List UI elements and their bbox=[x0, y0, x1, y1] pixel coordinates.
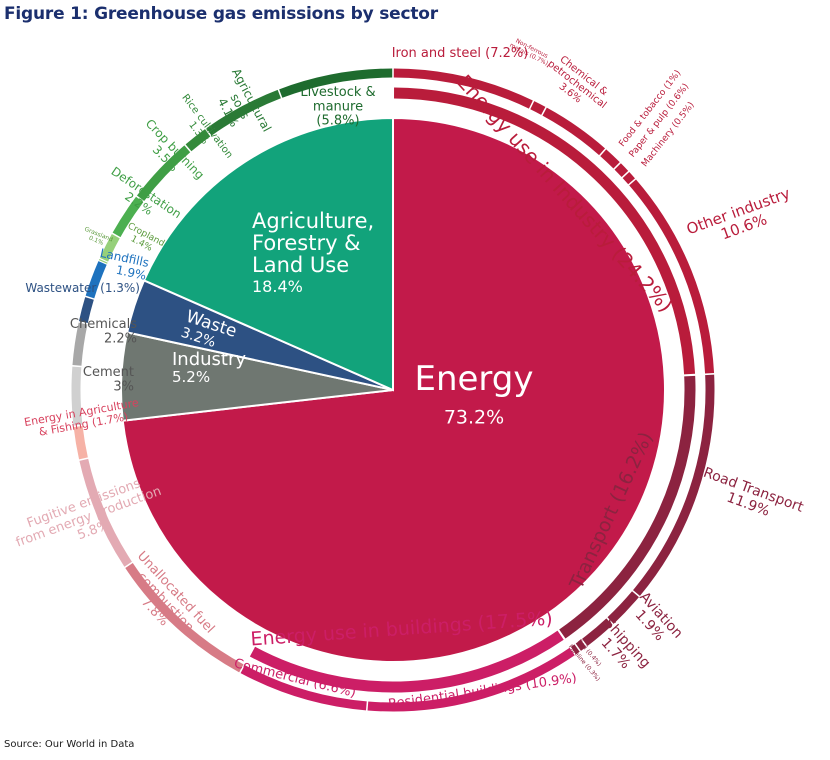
segment-label-line: Chemicals bbox=[70, 317, 137, 332]
pie-slice-agriculture-forestry-land-use bbox=[142, 116, 394, 392]
middle-arc-energy-use-in-buildings bbox=[249, 630, 564, 693]
pie-label-value: 73.2% bbox=[444, 407, 504, 429]
pie-label-name: Agriculture, bbox=[252, 209, 374, 233]
outer-arc-pipeline bbox=[570, 644, 580, 655]
outer-arc-unallocated-fuel-combustion bbox=[125, 563, 244, 673]
outer-arc-commercial bbox=[240, 665, 367, 711]
pie-label-name: Energy bbox=[414, 359, 533, 399]
outer-arc-fugitive-emissions-from-energy-production bbox=[79, 458, 132, 567]
pie-label-value: 18.4% bbox=[252, 277, 303, 296]
segment-label-line: 3% bbox=[113, 379, 134, 394]
outer-arc-iron-and-steel bbox=[393, 68, 533, 109]
outer-arc-rail bbox=[575, 639, 587, 651]
segment-label-livestock-manure: Livestock &manure(5.8%) bbox=[300, 85, 375, 129]
segment-label-line: 2.2% bbox=[104, 331, 137, 346]
segment-label-line: Wastewater (1.3%) bbox=[25, 281, 140, 295]
outer-arc-non-ferrous-metals bbox=[530, 101, 546, 115]
middle-arc-energy-use-in-industry bbox=[394, 87, 696, 375]
outer-arc-crop-burning bbox=[136, 145, 191, 201]
segment-label-line: Livestock & bbox=[300, 85, 375, 100]
pie-label-name: Industry bbox=[172, 349, 246, 370]
outer-arc-shipping bbox=[582, 618, 613, 647]
outer-arc-rice-cultivation bbox=[185, 129, 211, 152]
outer-arc-agricultural-soils bbox=[206, 89, 281, 136]
outer-arc-landfills bbox=[85, 261, 107, 299]
outer-arc-livestock-manure bbox=[279, 68, 393, 98]
outer-arc-food-tobacco bbox=[600, 149, 620, 169]
segment-label-iron-and-steel: Iron and steel (7.2%) bbox=[392, 46, 529, 61]
outer-arc-machinery bbox=[622, 171, 635, 185]
segment-label-line: (5.8%) bbox=[316, 114, 359, 129]
segment-label-line: manure bbox=[313, 99, 363, 114]
outer-arc-chemicals bbox=[72, 322, 88, 366]
pie-label-value: 5.2% bbox=[172, 368, 210, 386]
pie-label-energy: Energy 73.2% bbox=[414, 359, 533, 429]
segment-label-line: Cement bbox=[83, 365, 134, 380]
outer-arc-wastewater bbox=[78, 297, 94, 324]
segment-label-energy-in-agriculture-fishing: Energy in Agriculture& Fishing (1.7%) bbox=[23, 396, 140, 439]
segment-label-line: Iron and steel (7.2%) bbox=[392, 46, 529, 61]
outer-arc-cropland bbox=[99, 234, 120, 262]
pie-label-name: Forestry & bbox=[252, 231, 361, 255]
pie-label-name: Land Use bbox=[252, 253, 349, 277]
source-note: Source: Our World in Data bbox=[4, 739, 135, 750]
outer-arc-aviation bbox=[607, 591, 639, 624]
middle-arc-transport bbox=[559, 375, 696, 639]
sunburst-chart: Energy73.2%Industry5.2%Waste3.2%Agricult… bbox=[14, 38, 806, 713]
chart-title: Figure 1: Greenhouse gas emissions by se… bbox=[4, 4, 438, 24]
outer-arc-cement bbox=[71, 366, 83, 426]
outer-arc-chemical-petrochemical bbox=[542, 107, 606, 156]
outer-arc-road-transport bbox=[633, 374, 715, 596]
segment-label-line: 1.9% bbox=[115, 263, 148, 283]
segment-label-wastewater: Wastewater (1.3%) bbox=[25, 281, 140, 295]
outer-arc-other-industry bbox=[629, 179, 715, 374]
outer-arc-energy-in-agriculture-fishing bbox=[73, 426, 88, 460]
outer-arc-paper-pulp bbox=[614, 163, 629, 177]
outer-arc-deforestation bbox=[112, 196, 144, 238]
outer-arc-residential-buildings bbox=[367, 647, 575, 712]
